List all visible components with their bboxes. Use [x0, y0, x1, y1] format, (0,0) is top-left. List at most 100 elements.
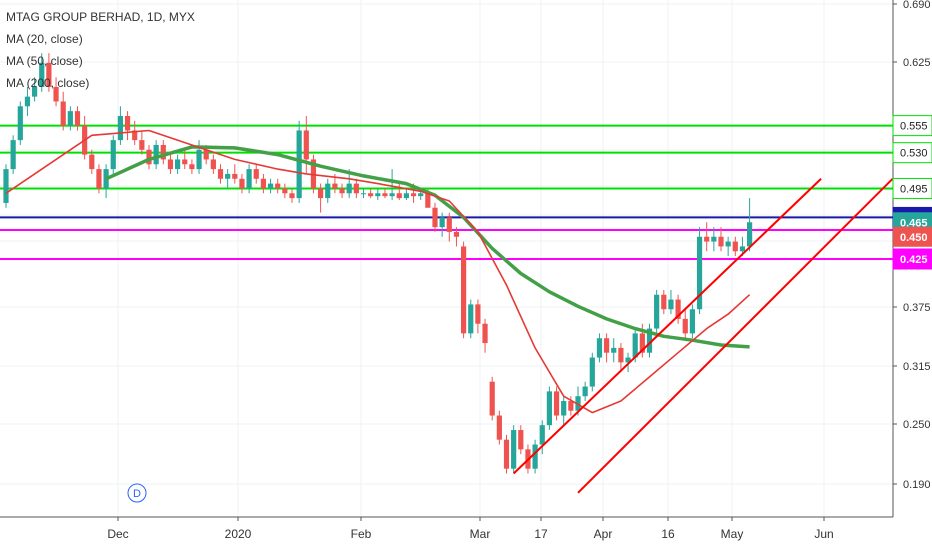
level-tag-label: 0.555 [900, 121, 928, 133]
indicator-ma50-label[interactable]: MA (50, close) [6, 54, 83, 68]
candle [496, 410, 502, 445]
candle [596, 333, 603, 363]
level-tag-label: 0.530 [900, 148, 928, 160]
candle [546, 386, 552, 431]
candle [696, 227, 703, 315]
candle-body [160, 144, 166, 160]
candle-body [396, 193, 402, 199]
candle [661, 289, 667, 315]
candle [360, 188, 367, 199]
candle-body [432, 207, 438, 228]
candle [67, 106, 73, 131]
candle-body [353, 183, 359, 194]
indicator-ma20-label[interactable]: MA (20, close) [6, 32, 83, 46]
level-tag-bg [892, 248, 932, 270]
ma20-line [5, 129, 751, 414]
candle-body [332, 183, 338, 189]
level-tag: 0.495 [892, 177, 932, 199]
y-tick-label: 0.625 [903, 57, 931, 69]
candle-body [732, 241, 738, 252]
candle [89, 149, 95, 174]
x-tick-label: Dec [107, 527, 128, 541]
candle-body [17, 106, 23, 141]
candle [396, 183, 402, 201]
y-tick-label: 0.690 [903, 0, 931, 11]
candle-body [67, 111, 73, 126]
candle-body [375, 193, 381, 197]
candle-body [403, 193, 409, 199]
candle-body [53, 86, 59, 102]
dividend-marker[interactable]: D [127, 483, 147, 503]
candle-body [461, 246, 467, 334]
candle [604, 333, 610, 363]
candle [475, 299, 481, 334]
candle-body [253, 169, 259, 179]
candle [17, 101, 23, 145]
candle [60, 91, 66, 131]
candle [432, 202, 438, 232]
candle [196, 140, 202, 174]
candle [225, 169, 231, 189]
candle-body [496, 415, 502, 440]
candle-body [589, 357, 595, 387]
candles [3, 53, 753, 474]
candle [339, 183, 345, 199]
candle [646, 323, 653, 358]
candle-body [3, 169, 9, 203]
candle-body [468, 304, 474, 334]
candle [146, 144, 152, 170]
candle-body [646, 328, 653, 353]
candle [282, 183, 288, 199]
candle-body [475, 304, 481, 324]
level-tag-bg [892, 142, 932, 164]
candle [167, 154, 174, 174]
candle-body [217, 169, 224, 179]
candle-body [46, 62, 52, 87]
candle [24, 86, 31, 116]
price-tag-label: 0.450 [900, 232, 928, 244]
candle-body [139, 140, 145, 150]
level-tag-bg [892, 115, 932, 137]
candle [267, 178, 274, 194]
indicator-ma200-label[interactable]: MA (200, close) [6, 76, 90, 90]
candle-body [110, 140, 116, 170]
price-tag-label: 0.465 [900, 217, 928, 229]
candle-body [425, 193, 431, 208]
price-tag-bg [893, 226, 932, 247]
candle [325, 178, 331, 203]
candle-body [410, 193, 417, 197]
candle [246, 164, 252, 194]
candle-body [596, 338, 603, 358]
candle [117, 106, 123, 145]
candle-body [453, 231, 460, 237]
candle-body [539, 425, 545, 445]
candle [53, 77, 59, 107]
candle-body [546, 391, 552, 426]
candle-body [711, 236, 717, 242]
candle-body [246, 169, 252, 189]
candle [32, 77, 38, 102]
candle [482, 318, 488, 353]
candle [3, 164, 9, 208]
channel-line-lower [577, 178, 894, 494]
candle-body [32, 86, 38, 97]
candle [618, 343, 624, 373]
candle [239, 173, 245, 194]
candle [303, 115, 309, 174]
candle-body [124, 115, 131, 131]
candle-body [654, 294, 660, 329]
candle-body [289, 193, 295, 199]
candle [39, 53, 45, 92]
candle-body [739, 246, 746, 252]
candle-body [260, 178, 266, 189]
candle [382, 188, 388, 199]
candle-body [232, 173, 238, 179]
candle-body [668, 299, 674, 310]
candle [318, 183, 324, 213]
trend-channel [512, 178, 894, 494]
candle [389, 169, 395, 201]
candle [46, 53, 52, 92]
candle [489, 376, 495, 421]
